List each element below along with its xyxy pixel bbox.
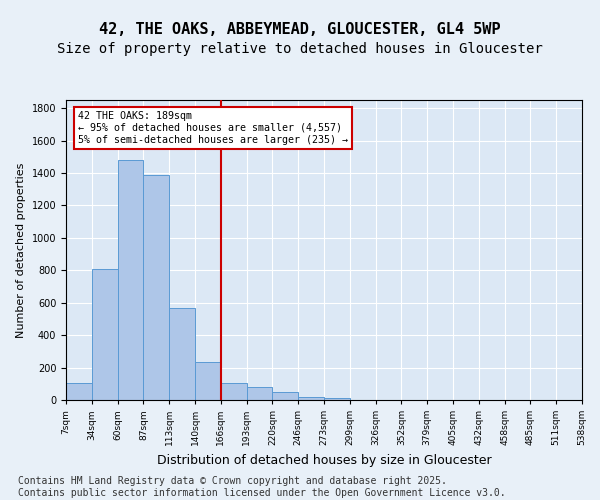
Bar xyxy=(143,174,169,400)
Text: 42, THE OAKS, ABBEYMEAD, GLOUCESTER, GL4 5WP: 42, THE OAKS, ABBEYMEAD, GLOUCESTER, GL4… xyxy=(99,22,501,38)
Bar xyxy=(221,383,247,400)
Bar xyxy=(247,387,272,400)
Bar xyxy=(66,383,92,400)
Bar xyxy=(92,268,118,400)
Bar xyxy=(324,398,350,400)
Bar xyxy=(195,362,221,400)
Bar xyxy=(272,392,298,400)
Text: Contains HM Land Registry data © Crown copyright and database right 2025.
Contai: Contains HM Land Registry data © Crown c… xyxy=(18,476,506,498)
Bar xyxy=(169,308,195,400)
Bar xyxy=(298,397,324,400)
Y-axis label: Number of detached properties: Number of detached properties xyxy=(16,162,26,338)
X-axis label: Distribution of detached houses by size in Gloucester: Distribution of detached houses by size … xyxy=(157,454,491,466)
Bar xyxy=(118,160,143,400)
Text: Size of property relative to detached houses in Gloucester: Size of property relative to detached ho… xyxy=(57,42,543,56)
Text: 42 THE OAKS: 189sqm
← 95% of detached houses are smaller (4,557)
5% of semi-deta: 42 THE OAKS: 189sqm ← 95% of detached ho… xyxy=(77,112,347,144)
